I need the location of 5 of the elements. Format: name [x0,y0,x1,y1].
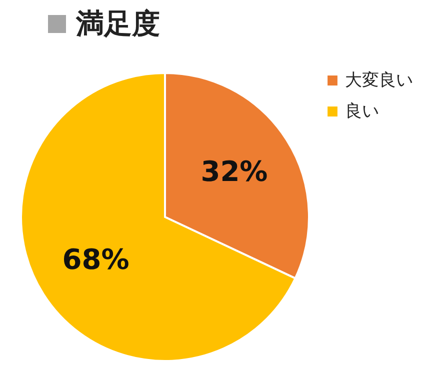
data-label: 68% [62,242,130,276]
chart-title: 満足度 [76,6,160,42]
data-label: 32% [200,155,268,188]
legend-label: 大変良い [345,70,413,90]
legend-label: 良い [345,102,379,122]
